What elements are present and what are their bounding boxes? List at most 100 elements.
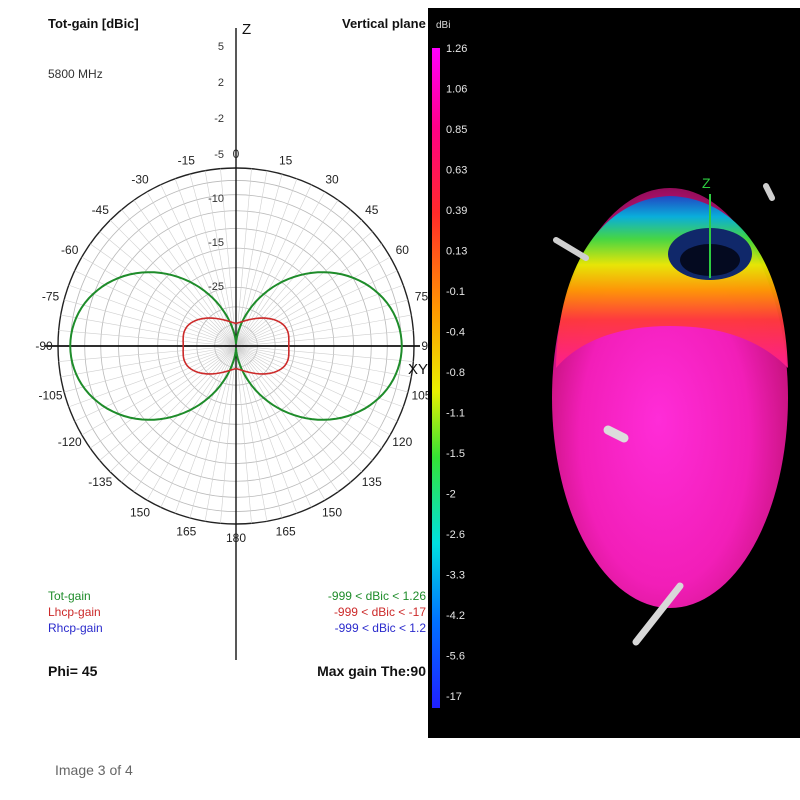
polar-spoke	[235, 345, 298, 514]
angle-tick-label: -120	[58, 435, 82, 449]
3d-pattern-panel: dBi 1.26 1.06 0.85 0.63 0.39 0.13 -0.1 -0.4 -0.8 -…	[428, 8, 800, 738]
polar-spoke	[133, 200, 237, 347]
angle-tick-label: -30	[131, 173, 149, 187]
polar-spoke	[235, 168, 252, 347]
polar-spoke	[174, 345, 237, 514]
colorbar-tick-label: -2	[446, 489, 456, 501]
polar-spoke	[174, 178, 237, 347]
polar-spoke	[235, 231, 373, 347]
colorbar-tick-label: -1.5	[446, 448, 465, 460]
polar-spoke	[63, 345, 237, 393]
phi-label: Phi= 45	[48, 663, 98, 679]
polar-spoke	[235, 345, 363, 473]
polar-spoke	[204, 170, 237, 347]
polar-spoke	[160, 184, 237, 347]
angle-tick-label: 180	[226, 531, 246, 545]
radial-tick-label: -10	[208, 193, 224, 205]
polar-spoke	[99, 345, 237, 461]
polar-spoke	[60, 314, 237, 347]
colorbar-tick-label: 0.85	[446, 124, 467, 136]
axis-rod-left	[553, 237, 589, 261]
polar-spoke	[204, 345, 237, 522]
radial-tick-label: 2	[218, 77, 224, 89]
angle-tick-label: 120	[392, 435, 412, 449]
polar-spoke	[90, 345, 237, 449]
polar-spoke	[235, 299, 409, 347]
radial-tick-label: -2	[214, 113, 224, 125]
polar-spoke	[58, 345, 237, 362]
polar-spoke	[235, 345, 326, 501]
polar-spoke	[235, 170, 268, 347]
colorbar-tick-label: 1.06	[446, 84, 467, 96]
colorbar-tick-label: -2.6	[446, 529, 465, 541]
legend-range-rhcp-gain: -999 < dBic < 1.2	[335, 621, 427, 635]
polar-subtitle: Vertical plane	[342, 16, 426, 31]
angle-tick-label: -75	[42, 289, 60, 303]
polar-spoke	[235, 345, 412, 378]
z-axis-3d-label: Z	[702, 175, 711, 191]
polar-spoke	[68, 345, 237, 408]
colorbar-tick-label: 0.39	[446, 205, 467, 217]
max-gain-label: Max gain The:90	[317, 663, 426, 679]
polar-spoke	[74, 345, 237, 422]
radial-tick-label: 5	[218, 41, 224, 53]
polar-spoke	[235, 330, 414, 347]
polar-spoke	[235, 345, 409, 393]
polar-spoke	[235, 243, 382, 347]
colorbar-tick-label: -5.6	[446, 651, 465, 663]
polar-spoke	[81, 345, 237, 436]
radial-tick-label: -15	[208, 237, 224, 249]
polar-spoke	[235, 345, 339, 492]
polar-spoke	[146, 345, 237, 501]
polar-spoke	[63, 299, 237, 347]
polar-spoke	[220, 168, 237, 347]
radial-tick-label: -5	[214, 149, 224, 161]
colorbar-tick-label: -0.4	[446, 327, 465, 339]
axis-rod-bottom	[632, 582, 684, 646]
angle-tick-label: 150	[130, 505, 150, 519]
angle-tick-label: 30	[325, 173, 339, 187]
colorbar-tick-label: -17	[446, 691, 462, 703]
angle-tick-label: 165	[276, 524, 296, 538]
polar-spoke	[235, 345, 252, 524]
tot-gain-curve-left	[69, 271, 237, 421]
polar-spoke	[220, 345, 237, 524]
lhcp-gain-curve	[182, 317, 290, 375]
polar-spoke	[235, 219, 363, 347]
polar-spoke	[235, 345, 373, 461]
polar-spoke	[235, 345, 312, 508]
angle-tick-label: -135	[88, 475, 112, 489]
polar-title: Tot-gain [dBic]	[48, 16, 139, 31]
polar-spoke	[235, 191, 326, 347]
polar-spoke	[133, 345, 237, 492]
angle-tick-label: 105	[411, 389, 430, 403]
polar-spoke	[74, 270, 237, 347]
legend-range-lhcp-gain: -999 < dBic < -17	[334, 605, 426, 619]
angle-tick-label: -90	[35, 339, 53, 353]
xy-axis-label: XY	[408, 361, 428, 378]
polar-spoke	[235, 314, 412, 347]
polar-spoke	[160, 345, 237, 508]
angle-tick-label: -45	[92, 203, 110, 217]
colorbar-unit: dBi	[436, 20, 450, 31]
polar-spoke	[99, 231, 237, 347]
angle-tick-label: 0	[233, 147, 240, 161]
angle-tick-label: 90	[421, 339, 430, 353]
polar-spoke	[60, 345, 237, 378]
polar-spoke	[109, 219, 237, 347]
colorbar-tick-label: 0.13	[446, 246, 467, 258]
polar-spoke	[109, 345, 237, 473]
polar-spoke	[235, 200, 339, 347]
colorbar-tick-label: 0.63	[446, 165, 467, 177]
angle-tick-label: -15	[178, 154, 196, 168]
tot-gain-curve-right	[235, 271, 403, 421]
axis-rod-top-right	[763, 183, 775, 201]
polar-spoke	[90, 243, 237, 347]
legend-name-lhcp-gain: Lhcp-gain	[48, 605, 101, 619]
polar-spoke	[235, 184, 312, 347]
axis-rod-front	[603, 425, 629, 443]
polar-plot-panel: 0 15 30 45 60 75 90 105 120 135 150 165 180 165 150 -13…	[0, 0, 430, 740]
polar-spoke	[235, 345, 382, 449]
colorbar-tick-label: -4.2	[446, 610, 465, 622]
legend-name-rhcp-gain: Rhcp-gain	[48, 621, 103, 635]
